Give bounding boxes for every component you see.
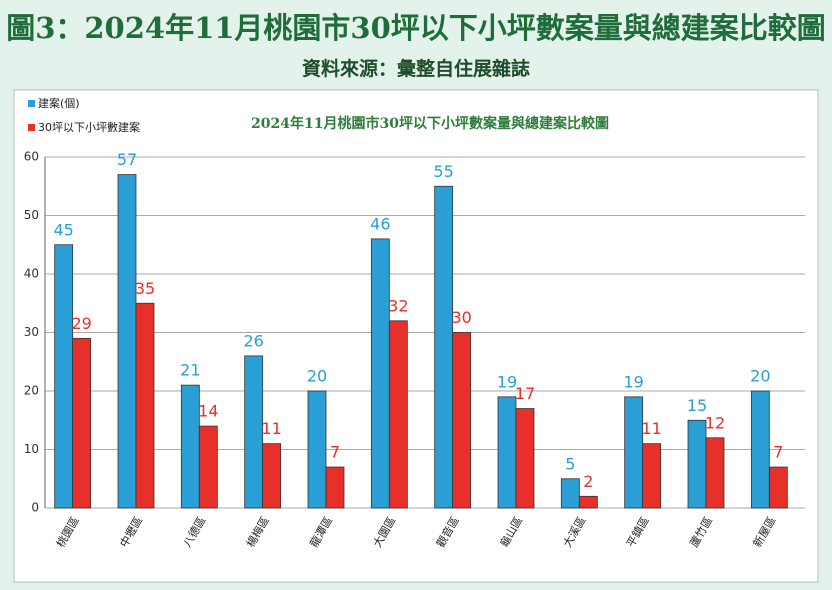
data-label: 29	[71, 314, 91, 333]
bar	[180, 384, 200, 509]
bar	[307, 390, 327, 509]
bar	[325, 466, 345, 509]
bar	[54, 244, 74, 509]
data-label: 12	[705, 413, 725, 432]
bar	[198, 425, 218, 509]
bar	[388, 320, 408, 509]
bar	[560, 478, 580, 509]
data-label: 17	[515, 384, 535, 403]
bar	[370, 238, 390, 509]
data-label: 5	[565, 454, 575, 473]
data-label: 7	[330, 443, 340, 462]
bar	[642, 443, 662, 509]
bar	[72, 337, 92, 509]
bar	[117, 174, 137, 509]
bar	[768, 466, 788, 509]
y-tick-label: 50	[24, 208, 39, 222]
legend-swatch	[28, 124, 35, 131]
data-label: 19	[623, 372, 643, 391]
bar	[515, 408, 535, 509]
legend-label: 30坪以下小坪數建案	[38, 120, 140, 134]
bar	[434, 185, 454, 509]
y-tick-label: 30	[24, 325, 39, 339]
legend-label: 建案(個)	[38, 96, 80, 110]
y-tick-label: 60	[24, 150, 39, 164]
data-label: 46	[370, 214, 390, 233]
bar	[578, 495, 598, 509]
y-tick-label: 40	[24, 267, 39, 281]
data-label: 15	[687, 396, 707, 415]
bar	[624, 396, 644, 509]
data-label: 57	[117, 150, 137, 169]
data-label: 20	[750, 367, 770, 386]
bar	[687, 419, 707, 509]
data-label: 26	[243, 331, 263, 350]
data-label: 21	[180, 361, 200, 380]
chart-title: 圖3：2024年11月桃園市30坪以下小坪數案量與總建案比較圖	[6, 11, 826, 45]
bar	[497, 396, 517, 509]
data-label: 2	[583, 472, 593, 491]
y-tick-label: 10	[24, 442, 39, 456]
bar	[244, 355, 264, 509]
data-label: 32	[388, 296, 408, 315]
bar	[750, 390, 770, 509]
data-label: 45	[53, 220, 73, 239]
y-tick-label: 0	[31, 501, 39, 515]
bar	[262, 443, 282, 509]
data-label: 11	[641, 419, 661, 438]
data-label: 19	[497, 372, 517, 391]
legend-swatch	[28, 100, 35, 107]
data-label: 20	[307, 367, 327, 386]
data-label: 14	[198, 402, 218, 421]
bar	[452, 332, 472, 509]
y-tick-label: 20	[24, 384, 39, 398]
data-label: 11	[261, 419, 281, 438]
chart-subtitle: 資料來源：彙整自住展雜誌	[302, 57, 530, 80]
bar	[705, 437, 725, 509]
inner-title: 2024年11月桃園市30坪以下小坪數案量與總建案比較圖	[251, 115, 609, 132]
data-label: 30	[451, 308, 471, 327]
bar	[135, 302, 155, 509]
data-label: 35	[135, 279, 155, 298]
data-label: 7	[773, 443, 783, 462]
data-label: 55	[433, 162, 453, 181]
